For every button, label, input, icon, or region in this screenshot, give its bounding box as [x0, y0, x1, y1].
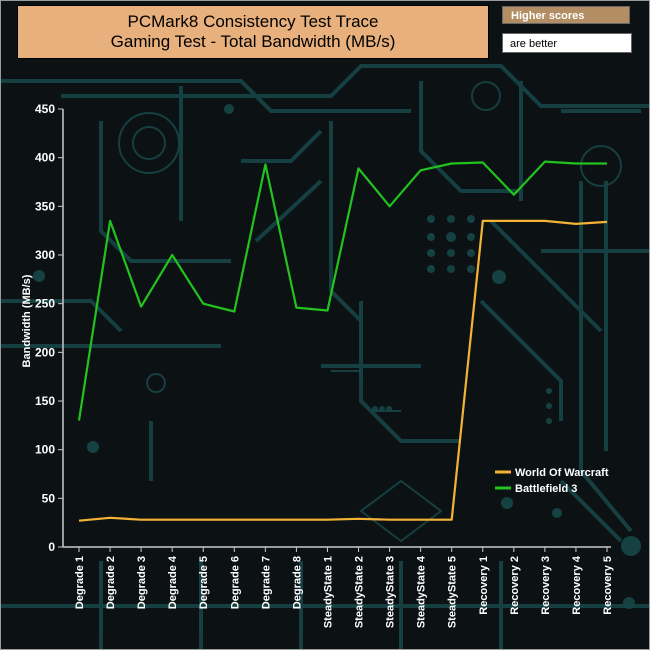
y-tick-label: 0 [48, 540, 55, 554]
x-tick-label: SteadyState 4 [416, 555, 428, 628]
x-tick-label: Degrade 1 [74, 556, 86, 609]
x-axis-ticks: Degrade 1 Degrade 2 Degrade 3 Degrade 4 Degr… [74, 547, 614, 628]
note-are-better: are better [502, 33, 632, 53]
x-tick-label: Degrade 8 [291, 556, 303, 609]
y-tick-label: 400 [35, 151, 55, 165]
x-tick-label: Recovery 4 [571, 555, 583, 615]
x-tick-label: Degrade 7 [260, 556, 272, 609]
x-tick-label: Degrade 6 [229, 556, 241, 609]
series-line-world-of-warcraft [78, 219, 608, 522]
x-tick-label: Degrade 5 [198, 556, 210, 609]
y-axis-ticks: 0 50 100 150 200 250 300 350 400 450 [35, 102, 63, 554]
chart-title-box: PCMark8 Consistency Test Trace Gaming Te… [17, 5, 489, 59]
note-higher-scores: Higher scores [502, 6, 630, 24]
y-tick-label: 250 [35, 297, 55, 311]
series-layer [77, 160, 608, 522]
y-tick-label: 300 [35, 248, 55, 262]
x-tick-label: Recovery 2 [509, 556, 521, 615]
y-tick-label: 100 [35, 443, 55, 457]
legend-label-world-of-warcraft: World Of Warcraft [515, 467, 609, 479]
x-tick-label: Recovery 3 [540, 556, 552, 615]
x-tick-label: Recovery 1 [478, 556, 490, 615]
y-tick-label: 50 [42, 491, 56, 505]
x-tick-label: Degrade 4 [167, 555, 179, 609]
series-line-battlefield-3 [77, 160, 607, 421]
x-tick-label: Degrade 2 [105, 556, 117, 609]
x-tick-label: Degrade 3 [136, 556, 148, 609]
x-tick-label: SteadyState 3 [385, 556, 397, 628]
y-axis-label: Bandwidth (MB/s) [21, 274, 33, 367]
x-tick-label: Recovery 5 [602, 556, 614, 615]
y-tick-label: 200 [35, 345, 55, 359]
x-tick-label: SteadyState 5 [447, 556, 459, 628]
y-tick-label: 350 [35, 199, 55, 213]
x-tick-label: SteadyState 2 [354, 556, 366, 628]
y-tick-label: 150 [35, 394, 55, 408]
x-tick-label: SteadyState 1 [322, 556, 334, 628]
legend: World Of Warcraft Battlefield 3 [495, 467, 609, 495]
chart-subtitle: Gaming Test - Total Bandwidth (MB/s) [110, 32, 396, 51]
chart-title: PCMark8 Consistency Test Trace [127, 12, 379, 31]
y-tick-label: 450 [35, 102, 55, 116]
legend-label-battlefield-3: Battlefield 3 [515, 483, 577, 495]
